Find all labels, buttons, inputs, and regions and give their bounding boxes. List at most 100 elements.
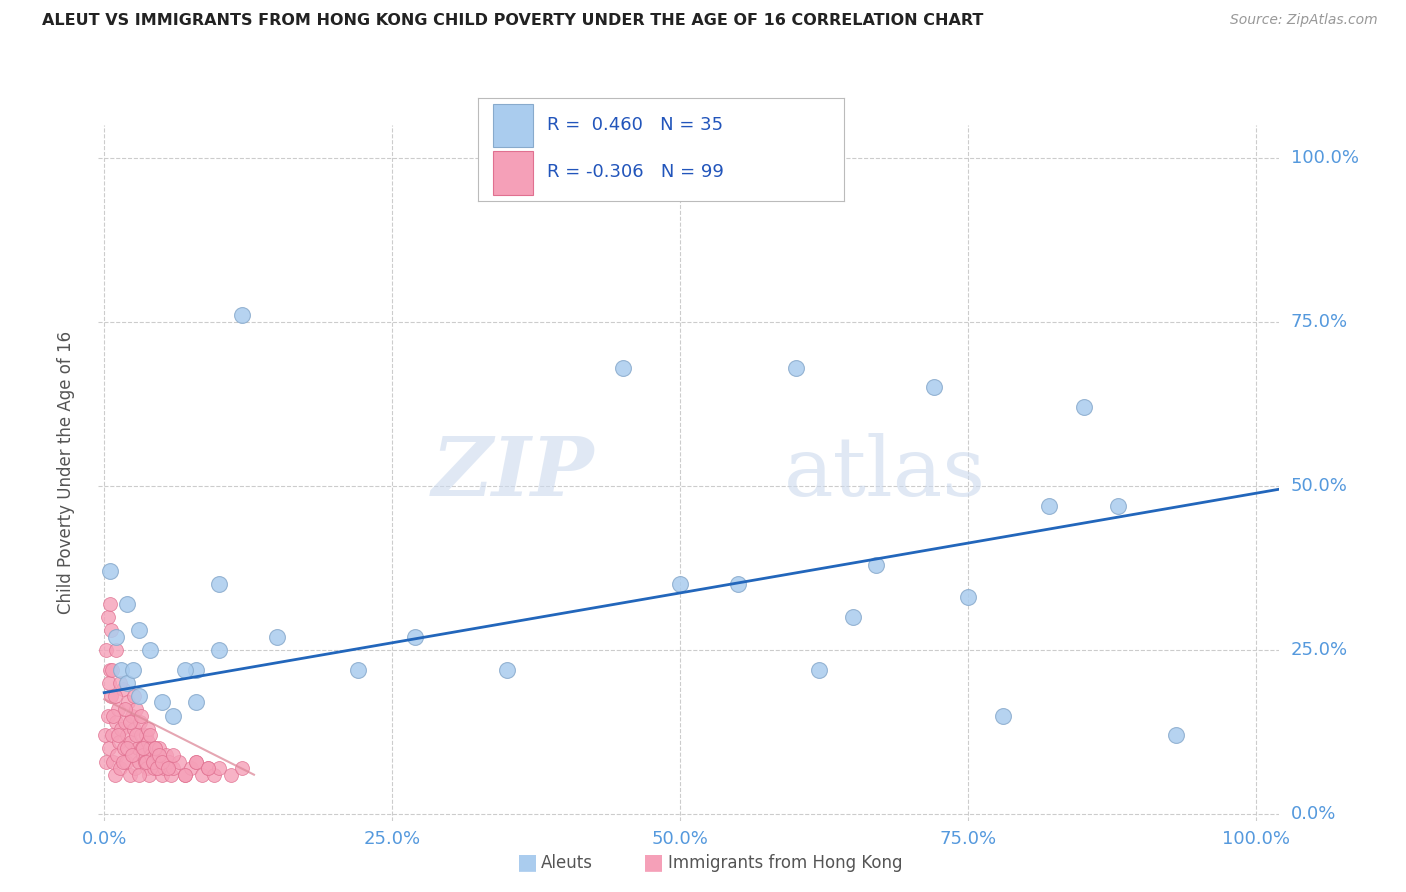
Point (94, 728, 117, 742)
Point (143, 741, 166, 756)
Point (141, 747, 163, 762)
Point (96, 755, 118, 769)
Point (110, 722, 132, 736)
Point (149, 755, 172, 769)
Point (129, 715, 152, 730)
Point (146, 761, 169, 775)
Point (156, 761, 179, 775)
FancyBboxPatch shape (492, 104, 533, 147)
Point (118, 767, 141, 781)
Point (219, 767, 242, 781)
Point (121, 708, 143, 723)
Point (128, 624, 150, 638)
Text: 25.0%: 25.0% (1291, 641, 1348, 659)
Point (115, 755, 138, 769)
Point (160, 767, 183, 781)
Text: Aleuts: Aleuts (541, 855, 593, 872)
Point (148, 747, 170, 762)
Point (115, 675, 138, 690)
Text: ZIP: ZIP (432, 433, 595, 513)
Point (124, 761, 146, 775)
Point (132, 747, 155, 762)
Point (97, 741, 120, 756)
Point (145, 755, 167, 769)
Point (100, 624, 122, 638)
Point (150, 696, 173, 710)
Point (101, 663, 124, 677)
Point (135, 761, 157, 775)
FancyBboxPatch shape (492, 152, 533, 194)
Point (107, 702, 129, 716)
Point (150, 767, 173, 781)
Text: 50.0%: 50.0% (1291, 477, 1347, 495)
Point (115, 741, 138, 756)
Point (922, 380, 945, 394)
Point (114, 702, 136, 716)
Point (162, 708, 184, 723)
Point (991, 708, 1014, 723)
Text: 0.0%: 0.0% (1291, 805, 1336, 823)
Point (110, 663, 132, 677)
Point (208, 643, 231, 657)
Point (139, 643, 162, 657)
Point (114, 715, 136, 730)
Point (785, 360, 807, 375)
Point (155, 747, 177, 762)
Text: 100.0%: 100.0% (1291, 149, 1358, 167)
Text: ■: ■ (517, 853, 537, 872)
Point (197, 761, 219, 775)
Point (128, 755, 150, 769)
Point (136, 735, 159, 749)
Point (103, 767, 125, 781)
Text: Immigrants from Hong Kong: Immigrants from Hong Kong (668, 855, 903, 872)
Point (118, 715, 141, 730)
Point (138, 767, 160, 781)
Point (266, 630, 288, 644)
Point (612, 360, 634, 375)
Point (957, 591, 980, 605)
Point (103, 755, 125, 769)
Point (1073, 400, 1095, 414)
Point (112, 741, 135, 756)
Point (111, 682, 134, 697)
Point (180, 761, 202, 775)
Point (115, 728, 138, 742)
Point (128, 767, 150, 781)
Text: R =  0.460   N = 35: R = 0.460 N = 35 (547, 116, 724, 135)
Point (146, 747, 169, 762)
Point (842, 610, 865, 624)
Point (148, 741, 170, 756)
Point (117, 696, 139, 710)
Point (143, 741, 166, 756)
Point (865, 558, 887, 572)
Y-axis label: Child Poverty Under the Age of 16: Child Poverty Under the Age of 16 (56, 331, 75, 615)
Text: ALEUT VS IMMIGRANTS FROM HONG KONG CHILD POVERTY UNDER THE AGE OF 16 CORRELATION: ALEUT VS IMMIGRANTS FROM HONG KONG CHILD… (42, 13, 984, 29)
Point (346, 663, 368, 677)
Point (167, 755, 190, 769)
Text: atlas: atlas (783, 433, 986, 513)
Point (1164, 728, 1187, 742)
Text: ■: ■ (644, 853, 664, 872)
Point (404, 630, 426, 644)
Point (97, 675, 120, 690)
Point (173, 767, 195, 781)
Point (148, 761, 170, 775)
Point (125, 728, 148, 742)
Text: Source: ZipAtlas.com: Source: ZipAtlas.com (1230, 13, 1378, 28)
Point (122, 722, 145, 736)
Point (122, 747, 145, 762)
Point (101, 728, 124, 742)
Point (496, 663, 519, 677)
Point (110, 761, 132, 775)
Point (132, 741, 155, 756)
Point (96, 643, 118, 657)
Point (131, 741, 153, 756)
Point (127, 741, 149, 756)
Point (197, 761, 219, 775)
Point (111, 755, 134, 769)
Point (173, 663, 195, 677)
Point (142, 761, 165, 775)
Point (104, 630, 127, 644)
Point (231, 308, 253, 322)
Text: 75.0%: 75.0% (1291, 313, 1348, 331)
